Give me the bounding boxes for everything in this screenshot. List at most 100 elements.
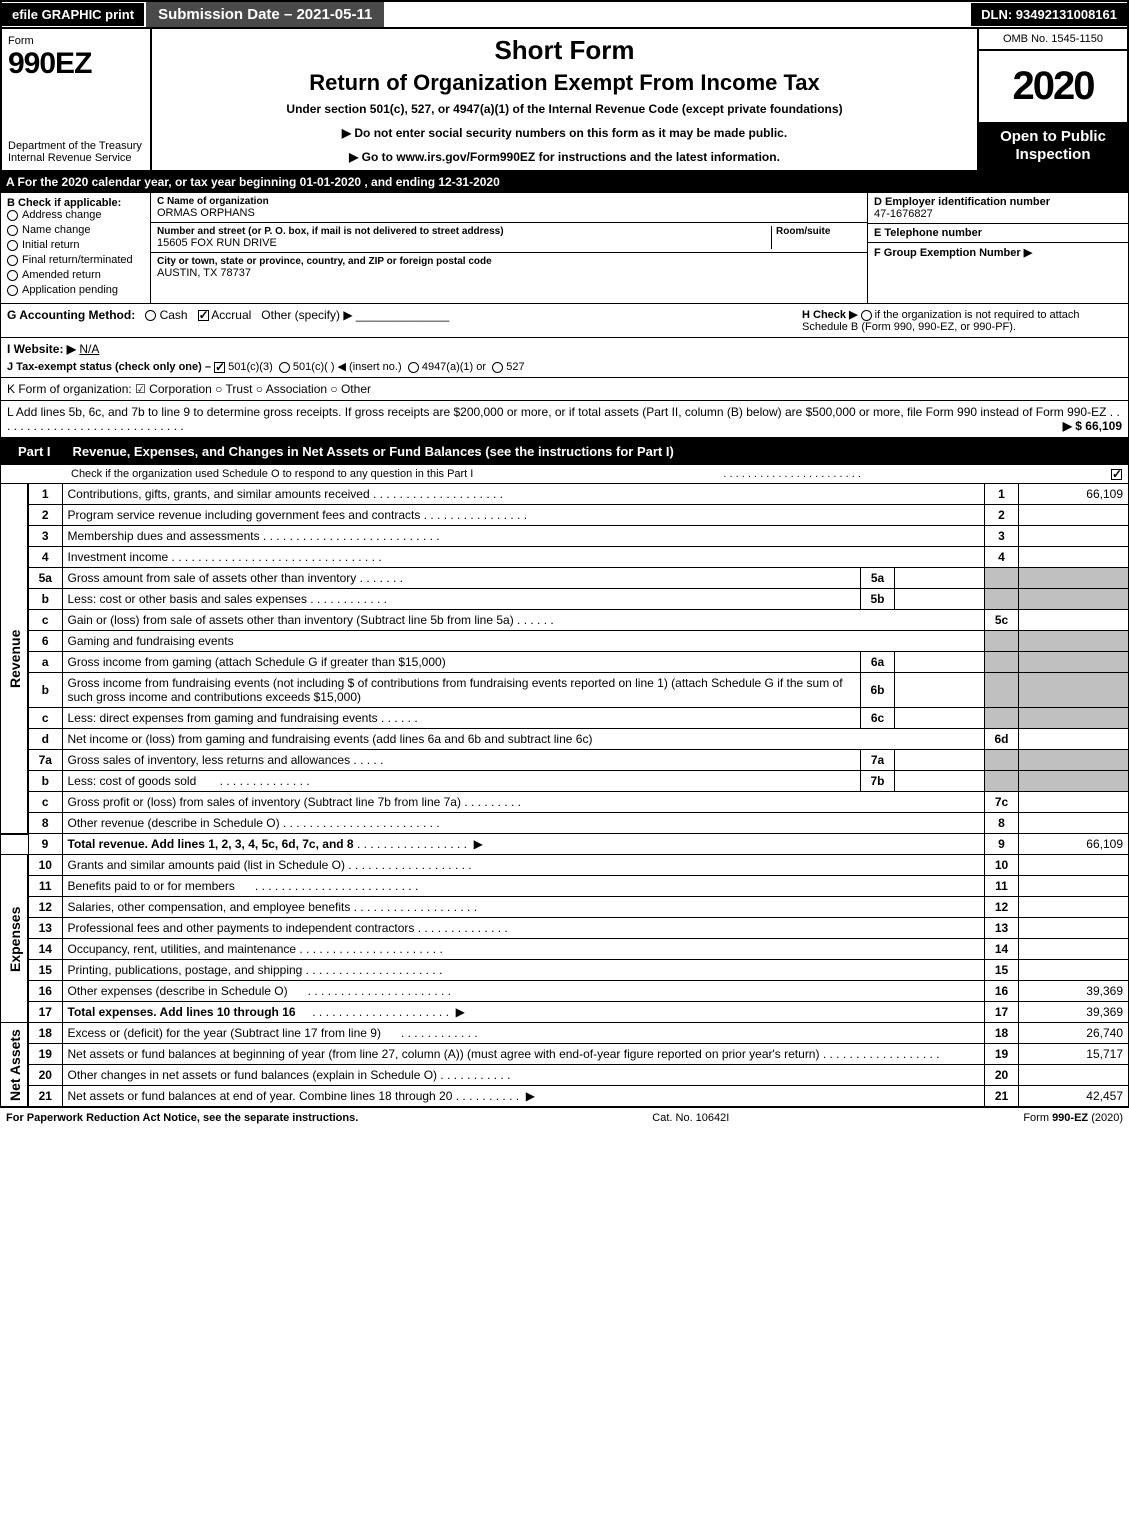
- ck-amended-return[interactable]: Amended return: [7, 269, 144, 281]
- radio-icon[interactable]: [408, 362, 419, 373]
- total-revenue: 66,109: [1019, 834, 1129, 855]
- street: 15605 FOX RUN DRIVE: [157, 237, 771, 249]
- line-text: Gaming and fundraising events: [62, 631, 985, 652]
- irs-link[interactable]: www.irs.gov/Form990EZ: [396, 150, 535, 164]
- line-text: Other changes in net assets or fund bala…: [62, 1065, 985, 1086]
- dept-line-1: Department of the Treasury: [8, 140, 144, 152]
- tax-year: 2020: [979, 51, 1127, 122]
- table-row: b Less: cost of goods sold . . . . . . .…: [1, 771, 1129, 792]
- table-row: 7a Gross sales of inventory, less return…: [1, 750, 1129, 771]
- table-row: 11 Benefits paid to or for members . . .…: [1, 876, 1129, 897]
- dln: DLN: 93492131008161: [971, 3, 1127, 26]
- ck-address-change[interactable]: Address change: [7, 209, 144, 221]
- j-label: J Tax-exempt status (check only one) –: [7, 361, 211, 373]
- line-text: Salaries, other compensation, and employ…: [62, 897, 985, 918]
- street-block: Number and street (or P. O. box, if mail…: [151, 223, 867, 253]
- ein-block: D Employer identification number 47-1676…: [868, 193, 1128, 224]
- table-row: 2 Program service revenue including gove…: [1, 505, 1129, 526]
- radio-icon[interactable]: [861, 310, 872, 321]
- paperwork-notice: For Paperwork Reduction Act Notice, see …: [6, 1112, 358, 1124]
- line-text: Total revenue. Add lines 1, 2, 3, 4, 5c,…: [62, 834, 985, 855]
- ein-label: D Employer identification number: [874, 196, 1122, 208]
- check-note-text: Check if the organization used Schedule …: [71, 468, 473, 480]
- dept-line-2: Internal Revenue Service: [8, 152, 144, 164]
- city-block: City or town, state or province, country…: [151, 253, 867, 282]
- checkbox-icon[interactable]: [198, 310, 209, 321]
- dots: . . . . . . . . . . . . . . . . . . . . …: [723, 468, 861, 480]
- col-b-check-applicable: B Check if applicable: Address change Na…: [1, 193, 151, 303]
- form-header: Form 990EZ Department of the Treasury In…: [0, 29, 1129, 172]
- radio-icon[interactable]: [492, 362, 503, 373]
- line-text: Net assets or fund balances at beginning…: [62, 1044, 985, 1065]
- radio-icon: [7, 285, 18, 296]
- phone-block: E Telephone number: [868, 224, 1128, 243]
- line-text: Total expenses. Add lines 10 through 16 …: [62, 1002, 985, 1023]
- ck-application-pending[interactable]: Application pending: [7, 284, 144, 296]
- revenue-side-label: Revenue: [1, 484, 29, 834]
- table-row: 13 Professional fees and other payments …: [1, 918, 1129, 939]
- row-l-gross-receipts: L Add lines 5b, 6c, and 7b to line 9 to …: [0, 401, 1129, 438]
- table-row: 17 Total expenses. Add lines 10 through …: [1, 1002, 1129, 1023]
- ck-name-change[interactable]: Name change: [7, 224, 144, 236]
- city: AUSTIN, TX 78737: [157, 267, 861, 279]
- table-row: c Gain or (loss) from sale of assets oth…: [1, 610, 1129, 631]
- line-text: Gross profit or (loss) from sales of inv…: [62, 792, 985, 813]
- table-row: 21 Net assets or fund balances at end of…: [1, 1086, 1129, 1107]
- tax-exempt-status: J Tax-exempt status (check only one) – 5…: [7, 360, 1122, 373]
- line-text: Professional fees and other payments to …: [62, 918, 985, 939]
- submission-date: Submission Date – 2021-05-11: [144, 2, 384, 27]
- form-footer: Form 990-EZ (2020): [1023, 1112, 1123, 1124]
- ck-final-return[interactable]: Final return/terminated: [7, 254, 144, 266]
- net-assets-end: 42,457: [1019, 1086, 1129, 1107]
- table-row: 14 Occupancy, rent, utilities, and maint…: [1, 939, 1129, 960]
- ck-initial-return[interactable]: Initial return: [7, 239, 144, 251]
- return-title: Return of Organization Exempt From Incom…: [162, 70, 967, 96]
- table-row: 12 Salaries, other compensation, and emp…: [1, 897, 1129, 918]
- line-text: Gross sales of inventory, less returns a…: [62, 750, 861, 771]
- line-text: Program service revenue including govern…: [62, 505, 985, 526]
- line-text: Grants and similar amounts paid (list in…: [62, 855, 985, 876]
- l-value: ▶ $ 66,109: [1063, 419, 1122, 433]
- checkbox-icon[interactable]: [214, 362, 225, 373]
- line-text: Excess or (deficit) for the year (Subtra…: [62, 1023, 985, 1044]
- h-label: H Check ▶: [802, 309, 858, 321]
- line-text: Membership dues and assessments . . . . …: [62, 526, 985, 547]
- schedule-b-check: H Check ▶ if the organization is not req…: [802, 308, 1122, 333]
- line-text: Contributions, gifts, grants, and simila…: [62, 484, 985, 505]
- table-row: Net Assets 18 Excess or (deficit) for th…: [1, 1023, 1129, 1044]
- block-bcd: B Check if applicable: Address change Na…: [0, 192, 1129, 304]
- radio-icon: [7, 240, 18, 251]
- col-d-ein: D Employer identification number 47-1676…: [868, 193, 1128, 303]
- table-row: b Gross income from fundraising events (…: [1, 673, 1129, 708]
- row-gh: G Accounting Method: Cash Accrual Other …: [0, 304, 1129, 338]
- table-row: a Gross income from gaming (attach Sched…: [1, 652, 1129, 673]
- line-text: Net income or (loss) from gaming and fun…: [62, 729, 985, 750]
- efile-graphic-print[interactable]: efile GRAPHIC print: [2, 3, 144, 26]
- line-text: Gain or (loss) from sale of assets other…: [62, 610, 985, 631]
- row-k-form-of-org: K Form of organization: ☑ Corporation ○ …: [0, 378, 1129, 401]
- checkbox-icon[interactable]: [1111, 469, 1122, 480]
- radio-icon: [7, 225, 18, 236]
- table-row: 4 Investment income . . . . . . . . . . …: [1, 547, 1129, 568]
- header-left: Form 990EZ Department of the Treasury In…: [2, 29, 152, 170]
- line-text: Gross income from gaming (attach Schedul…: [62, 652, 861, 673]
- no-ssn-warning: ▶ Do not enter social security numbers o…: [162, 126, 967, 140]
- line-text: Less: cost of goods sold . . . . . . . .…: [62, 771, 861, 792]
- i-label: I Website: ▶: [7, 342, 76, 356]
- radio-icon[interactable]: [145, 310, 156, 321]
- part-title: Revenue, Expenses, and Changes in Net As…: [73, 444, 674, 459]
- part-label: Part I: [8, 442, 61, 461]
- under-section: Under section 501(c), 527, or 4947(a)(1)…: [162, 102, 967, 116]
- part-i-table: Revenue 1 Contributions, gifts, grants, …: [0, 483, 1129, 1107]
- total-expenses: 39,369: [1019, 1002, 1129, 1023]
- col-c-org-info: C Name of organization ORMAS ORPHANS Num…: [151, 193, 868, 303]
- col-b-title: B Check if applicable:: [7, 197, 144, 209]
- phone-label: E Telephone number: [874, 227, 1122, 239]
- netassets-side-label: Net Assets: [1, 1023, 29, 1107]
- header-right: OMB No. 1545-1150 2020 Open to Public In…: [977, 29, 1127, 170]
- table-row: Expenses 10 Grants and similar amounts p…: [1, 855, 1129, 876]
- radio-icon[interactable]: [279, 362, 290, 373]
- line-value: 66,109: [1019, 484, 1129, 505]
- top-bar: efile GRAPHIC print Submission Date – 20…: [0, 0, 1129, 29]
- line-text: Printing, publications, postage, and shi…: [62, 960, 985, 981]
